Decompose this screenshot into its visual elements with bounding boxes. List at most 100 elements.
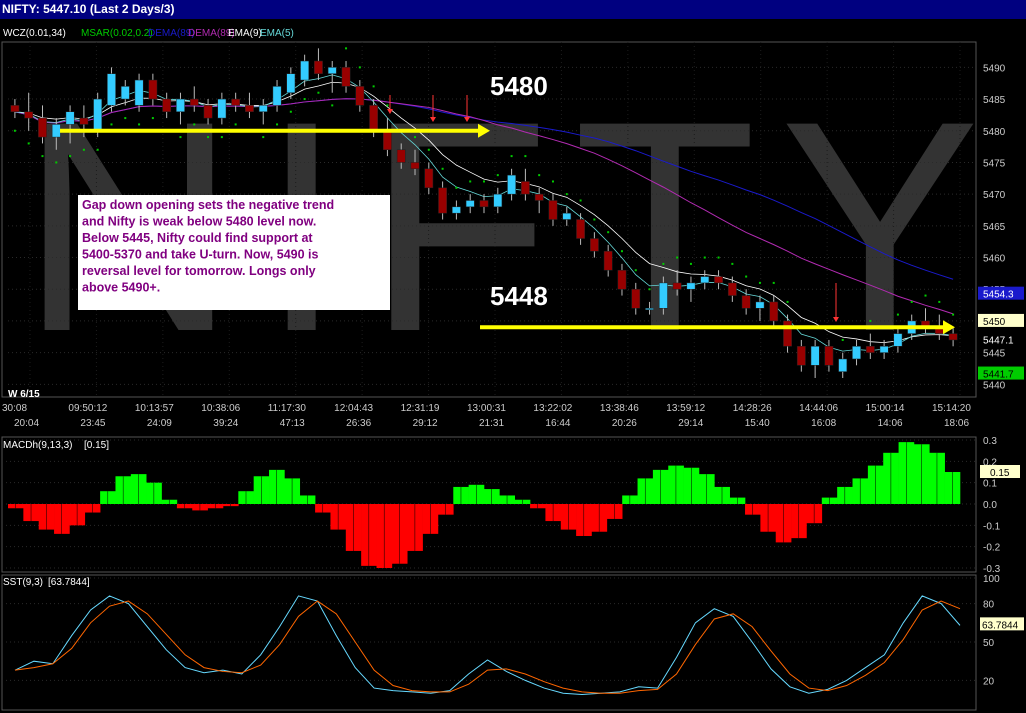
commentary-line: reversal level for tomorrow. Longs only (82, 264, 316, 278)
candle (838, 352, 848, 378)
signal-arrow-head (387, 109, 393, 114)
time-sub-label: 39:24 (213, 418, 238, 429)
candle (10, 99, 20, 119)
candle (189, 86, 199, 112)
candle (852, 339, 861, 366)
candle-body (51, 124, 61, 138)
candle (272, 80, 282, 112)
sar-dot (841, 338, 844, 341)
macd-tick-label: -0.1 (983, 521, 1001, 532)
commentary-line: 5400-5370 and take U-turn. Now, 5490 is (82, 248, 318, 262)
sar-dot (427, 148, 430, 151)
candle-body (300, 60, 310, 81)
candle (755, 295, 765, 321)
candle-body (810, 346, 820, 366)
sst-tick-label: 20 (983, 676, 995, 687)
time-axis: 30:08 09:50:12 10:13:57 10:38:06 11:17:30 12:… (2, 403, 971, 429)
candle (879, 339, 889, 359)
sar-dot (358, 66, 361, 69)
sar-dot (910, 300, 913, 303)
candle (134, 73, 144, 112)
price-marker-label: 5447.1 (983, 335, 1014, 346)
candle (534, 187, 544, 214)
candle-body (838, 358, 848, 372)
macd-panel (1, 436, 977, 573)
price-tick-label: 5470 (983, 190, 1006, 201)
candle-body (383, 130, 392, 151)
candle-body (783, 320, 792, 347)
candle-body (796, 346, 806, 366)
candle-body (327, 67, 337, 74)
time-sub-label: 18:06 (944, 418, 969, 429)
sar-dot (607, 231, 610, 234)
time-label: 14:44:06 (799, 403, 838, 414)
sar-dot (483, 180, 485, 183)
candle-body (686, 282, 696, 290)
sar-dot (551, 180, 554, 183)
time-sub-label: 20:26 (612, 418, 637, 429)
sar-dot (952, 313, 955, 316)
sar-dot (372, 85, 375, 88)
candle-body (521, 181, 530, 195)
sar-dot (662, 262, 665, 265)
candle-body (631, 288, 641, 309)
candle (727, 276, 737, 302)
window-title: NIFTY: 5447.10 (Last 2 Days/3) (0, 0, 1026, 19)
price-marker-bg (978, 313, 1024, 327)
macd-tick-label: 0.2 (983, 457, 997, 468)
candle-body (38, 117, 47, 138)
candle (176, 92, 185, 125)
macd-tick-label: -0.2 (983, 543, 1001, 554)
candle (617, 263, 627, 296)
commentary-box: Gap down opening sets the negative trend… (78, 195, 390, 310)
candle-body (410, 162, 420, 170)
macd-value: [0.15] (84, 440, 109, 451)
candle-body (162, 98, 172, 112)
sar-dot (386, 104, 389, 107)
sar-dot (289, 110, 292, 113)
sar-dot (758, 281, 761, 284)
time-label: 12:04:43 (334, 403, 373, 414)
sar-dot (96, 148, 99, 151)
time-label: 09:50:12 (68, 403, 107, 414)
candle-body (465, 200, 475, 208)
ema9-line (14, 81, 954, 344)
price-tick-label: 5460 (983, 254, 1006, 265)
sar-dot (455, 186, 458, 189)
candle-body (217, 98, 227, 119)
candle (631, 282, 641, 315)
candle-body (741, 295, 751, 309)
time-label: 10:13:57 (135, 403, 174, 414)
candle (493, 187, 503, 214)
time-sub-label: 29:14 (678, 418, 703, 429)
candle (589, 232, 599, 258)
sar-dot (27, 142, 30, 145)
candle-body (438, 187, 447, 214)
candle-body (65, 111, 75, 125)
candle (203, 99, 213, 125)
sst-panel (1, 574, 977, 711)
candle (162, 92, 172, 119)
candle (107, 67, 116, 112)
sar-dot (262, 136, 265, 139)
sar-dot (703, 256, 706, 259)
time-label: 14:28:26 (733, 403, 772, 414)
price-marker: 5447.1 (978, 332, 1024, 346)
sar-dot (924, 294, 927, 297)
commentary-line: and Nifty is weak below 5480 level now. (82, 215, 316, 229)
time-label: 30:08 (2, 403, 27, 414)
candle (824, 339, 834, 372)
candle-body (93, 98, 103, 132)
time-sub-label: 21:31 (479, 418, 504, 429)
candle-body (452, 206, 461, 214)
sar-dot (648, 288, 651, 291)
candle-body (424, 168, 434, 189)
candle (438, 181, 447, 220)
candle-body (258, 105, 268, 112)
candle-body (314, 60, 323, 74)
candle (245, 92, 254, 119)
candle (810, 339, 820, 378)
sst-legend: SST(9,3) (3, 577, 43, 588)
